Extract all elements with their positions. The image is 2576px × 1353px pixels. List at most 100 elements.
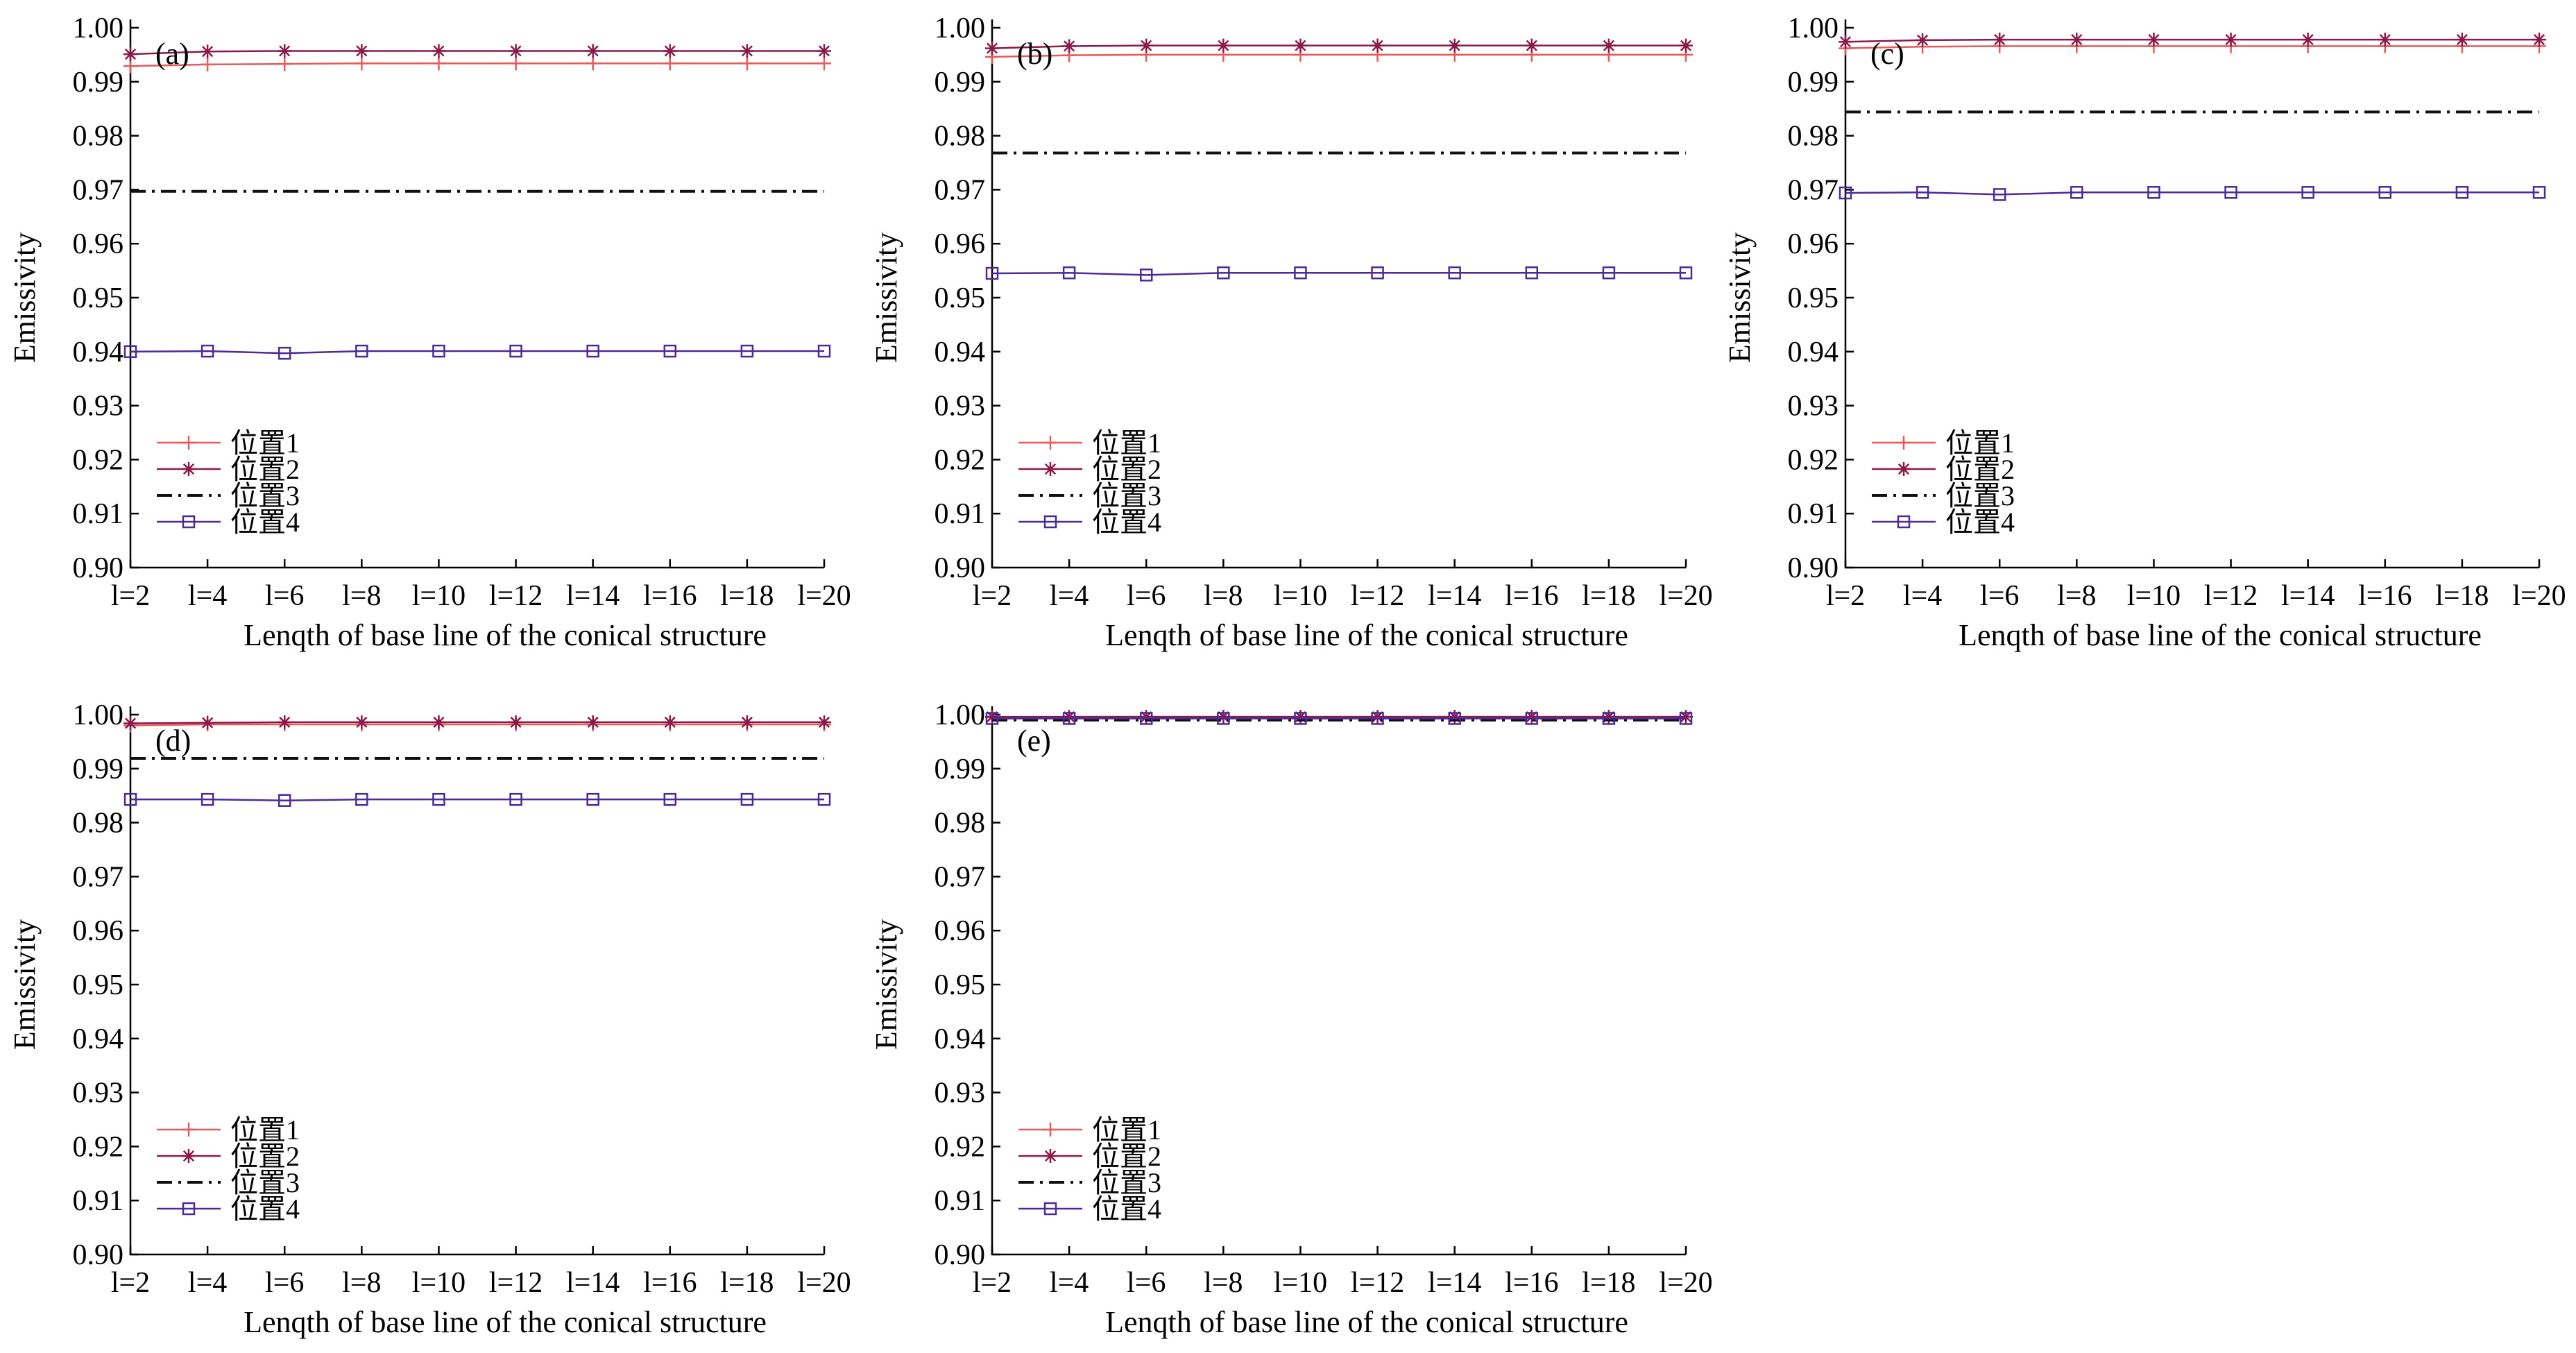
series-1-point — [123, 59, 137, 74]
legend-label-3: 位置3 — [1945, 480, 2015, 511]
series-2-point — [2532, 33, 2546, 47]
y-tick-label: 0.98 — [73, 808, 124, 840]
series-2-point — [1370, 710, 1385, 724]
series-2-point — [2301, 33, 2315, 47]
y-tick-label: 0.97 — [935, 174, 986, 206]
y-tick-label: 0.94 — [1788, 337, 1839, 368]
series-2-point — [1216, 710, 1231, 724]
series-2-point — [740, 44, 754, 58]
x-axis-title: Lenqth of base line of the conical struc… — [244, 1305, 767, 1339]
series-2-point — [509, 715, 523, 729]
series-4-point — [278, 794, 291, 807]
series-4-point — [1916, 186, 1929, 199]
x-tick-label: l=2 — [973, 1267, 1012, 1299]
legend-marker-4 — [1043, 1202, 1057, 1216]
x-tick-label: l=14 — [566, 580, 620, 612]
series-4-point — [355, 344, 368, 358]
x-axis-title: Lenqth of base line of the conical struc… — [1959, 618, 2482, 652]
series-2-point — [586, 44, 600, 58]
y-tick-label: 0.95 — [1788, 282, 1839, 314]
x-tick-label: l=2 — [973, 580, 1012, 612]
x-axis-title: Lenqth of base line of the conical struc… — [1105, 1305, 1628, 1339]
series-4-point — [1139, 712, 1153, 725]
x-tick-label: l=8 — [342, 1267, 381, 1299]
y-axis-title: Emissivity — [8, 232, 42, 363]
series-2-point — [432, 44, 446, 58]
y-tick-label: 0.94 — [73, 1023, 124, 1055]
series-2-point — [1839, 35, 1852, 49]
series-1-point — [355, 56, 369, 71]
series-2-point — [1679, 710, 1693, 724]
y-tick-label: 0.93 — [935, 391, 986, 423]
x-tick-label: l=20 — [797, 580, 851, 612]
legend-label-2: 位置2 — [230, 454, 300, 485]
series-2-point — [2147, 33, 2161, 47]
y-tick-label: 0.93 — [73, 391, 124, 423]
x-tick-label: l=6 — [1127, 1267, 1166, 1299]
series-2-point — [663, 44, 677, 58]
series-4 — [985, 266, 1693, 282]
panel-label: (a) — [155, 37, 189, 71]
y-tick-label: 0.90 — [935, 1239, 986, 1271]
legend-label-3: 位置3 — [230, 480, 300, 511]
legend-label-1: 位置1 — [1945, 427, 2015, 459]
y-tick-label: 0.95 — [935, 282, 986, 314]
x-tick-label: l=20 — [2512, 580, 2566, 612]
series-4-point — [278, 346, 291, 360]
legend-marker-4 — [1043, 515, 1057, 529]
series-4-point — [1371, 266, 1384, 280]
x-tick-label: l=2 — [111, 1267, 150, 1299]
y-tick-label: 0.98 — [935, 121, 986, 153]
series-2-point — [1679, 38, 1693, 53]
y-tick-label: 0.90 — [1788, 552, 1839, 584]
x-tick-label: l=10 — [412, 1267, 466, 1299]
series-4 — [985, 712, 1693, 725]
series-4-line — [130, 350, 824, 355]
series-1-line — [1845, 45, 2539, 49]
y-tick-label: 0.93 — [73, 1078, 124, 1109]
y-tick-label: 0.99 — [935, 67, 986, 99]
legend-label-4: 位置4 — [230, 1193, 300, 1225]
x-tick-label: l=20 — [797, 1267, 851, 1299]
series-4-line — [130, 798, 824, 801]
series-4-point — [355, 792, 368, 806]
y-tick-label: 0.99 — [73, 67, 124, 99]
x-tick-label: l=4 — [188, 1267, 227, 1299]
y-tick-label: 0.96 — [73, 915, 124, 947]
x-tick-label: l=20 — [1659, 1267, 1712, 1299]
y-tick-label: 0.93 — [1788, 391, 1839, 423]
series-2-line — [130, 721, 824, 724]
y-tick-label: 0.98 — [935, 808, 986, 840]
legend-marker-2 — [182, 462, 196, 476]
series-4-point — [2378, 186, 2392, 199]
series-4-point — [985, 266, 999, 280]
series-2-point — [201, 44, 215, 59]
series-4-point — [1448, 712, 1461, 725]
series-2 — [123, 715, 831, 731]
series-2-point — [278, 44, 292, 58]
series-4-point — [1294, 712, 1307, 725]
legend-marker-2 — [182, 1149, 196, 1163]
x-tick-label: l=16 — [2358, 580, 2412, 612]
series-4-point — [201, 792, 214, 806]
legend-label-4: 位置4 — [230, 507, 300, 538]
x-tick-label: l=10 — [2127, 580, 2181, 612]
x-tick-label: l=6 — [265, 580, 304, 612]
y-tick-label: 0.97 — [73, 174, 124, 206]
series-4 — [1839, 186, 2546, 201]
series-2-point — [1447, 710, 1462, 724]
x-tick-label: l=2 — [111, 580, 150, 612]
y-tick-label: 0.90 — [73, 1239, 124, 1271]
x-tick-label: l=4 — [188, 580, 227, 612]
series-2-point — [355, 715, 369, 729]
legend-label-1: 位置1 — [1092, 427, 1161, 459]
y-tick-label: 0.99 — [1788, 67, 1839, 99]
legend-marker-1 — [182, 1123, 196, 1137]
chart-panel-b: 0.90 0.91 0.92 0.93 0.94 0.95 0.96 0.97 0.98 0.99… — [869, 12, 1713, 652]
y-tick-label: 0.94 — [935, 1023, 986, 1055]
x-tick-label: l=10 — [1274, 1267, 1327, 1299]
legend-label-1: 位置1 — [1092, 1114, 1161, 1146]
series-1 — [123, 56, 831, 74]
